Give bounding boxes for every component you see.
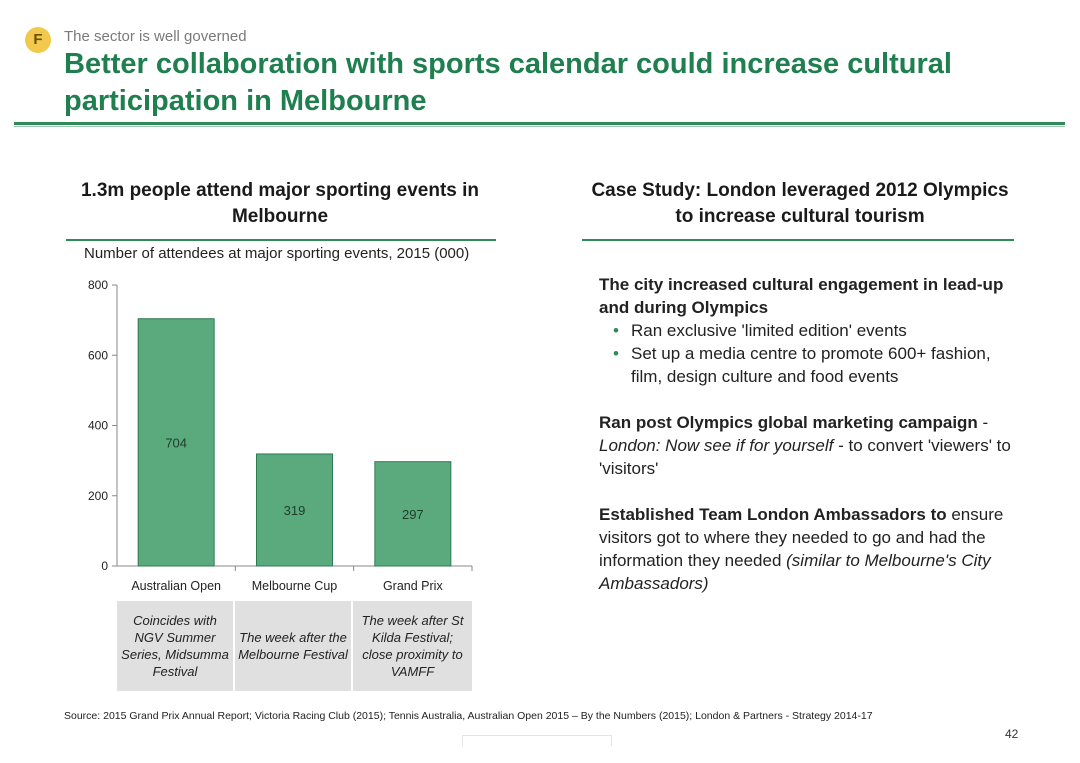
bar-2 — [374, 461, 452, 567]
page-number: 42 — [1005, 727, 1019, 741]
right-column-heading: Case Study: London leveraged 2012 Olympi… — [591, 180, 1009, 227]
bullet-icon: • — [613, 321, 619, 340]
y-tick-label: 400 — [88, 419, 108, 433]
bullet-item: • Set up a media centre to promote 600+ f… — [613, 344, 991, 386]
bullet-item: • Ran exclusive 'limited edition' events — [613, 321, 907, 340]
bar-1 — [256, 453, 333, 567]
bar-0 — [137, 318, 215, 567]
note-grand-prix: The week after St Kilda Festival; close … — [353, 601, 472, 691]
case-study-text: The city increased cultural engagement i… — [599, 273, 1019, 595]
left-column-divider — [66, 239, 496, 241]
section-label: The sector is well governed — [64, 28, 247, 45]
left-column-heading: 1.3m people attend major sporting events… — [80, 180, 480, 227]
case-paragraph-2: Ran post Olympics global marketing campa… — [599, 413, 1011, 478]
case-paragraph-3: Established Team London Ambassadors to e… — [599, 505, 1004, 593]
note-melbourne-cup: The week after the Melbourne Festival — [235, 601, 351, 691]
bar-value-label: 297 — [402, 507, 424, 522]
y-tick-label: 800 — [88, 278, 108, 292]
y-tick-label: 200 — [88, 489, 108, 503]
bar-value-label: 319 — [284, 503, 306, 518]
footer-placeholder-box — [462, 735, 612, 746]
page-title: Better collaboration with sports calenda… — [64, 48, 952, 117]
bar-value-label: 704 — [165, 435, 187, 450]
title-divider — [14, 122, 1065, 125]
x-tick-label: Melbourne Cup — [252, 579, 338, 593]
attendees-bar-chart: 0 200 400 600 800 704 Australian Open 319 Melbou… — [88, 278, 473, 593]
x-tick-label: Australian Open — [131, 579, 221, 593]
x-tick-label: Grand Prix — [383, 579, 443, 593]
chart-subtitle: Number of attendees at major sporting ev… — [84, 245, 470, 262]
y-tick-label: 0 — [101, 559, 108, 573]
y-tick-label: 600 — [88, 348, 108, 362]
note-australian-open: Coincides with NGV Summer Series, Midsum… — [117, 601, 233, 691]
right-column-divider — [582, 239, 1014, 241]
title-divider-thin — [14, 126, 1065, 127]
case-bullets: • Ran exclusive 'limited edition' events … — [599, 319, 1019, 388]
source-note: Source: 2015 Grand Prix Annual Report; V… — [64, 710, 873, 722]
case-paragraph-1-heading: The city increased cultural engagement i… — [599, 275, 1004, 317]
bullet-icon: • — [613, 344, 619, 363]
section-badge: F — [25, 27, 51, 53]
